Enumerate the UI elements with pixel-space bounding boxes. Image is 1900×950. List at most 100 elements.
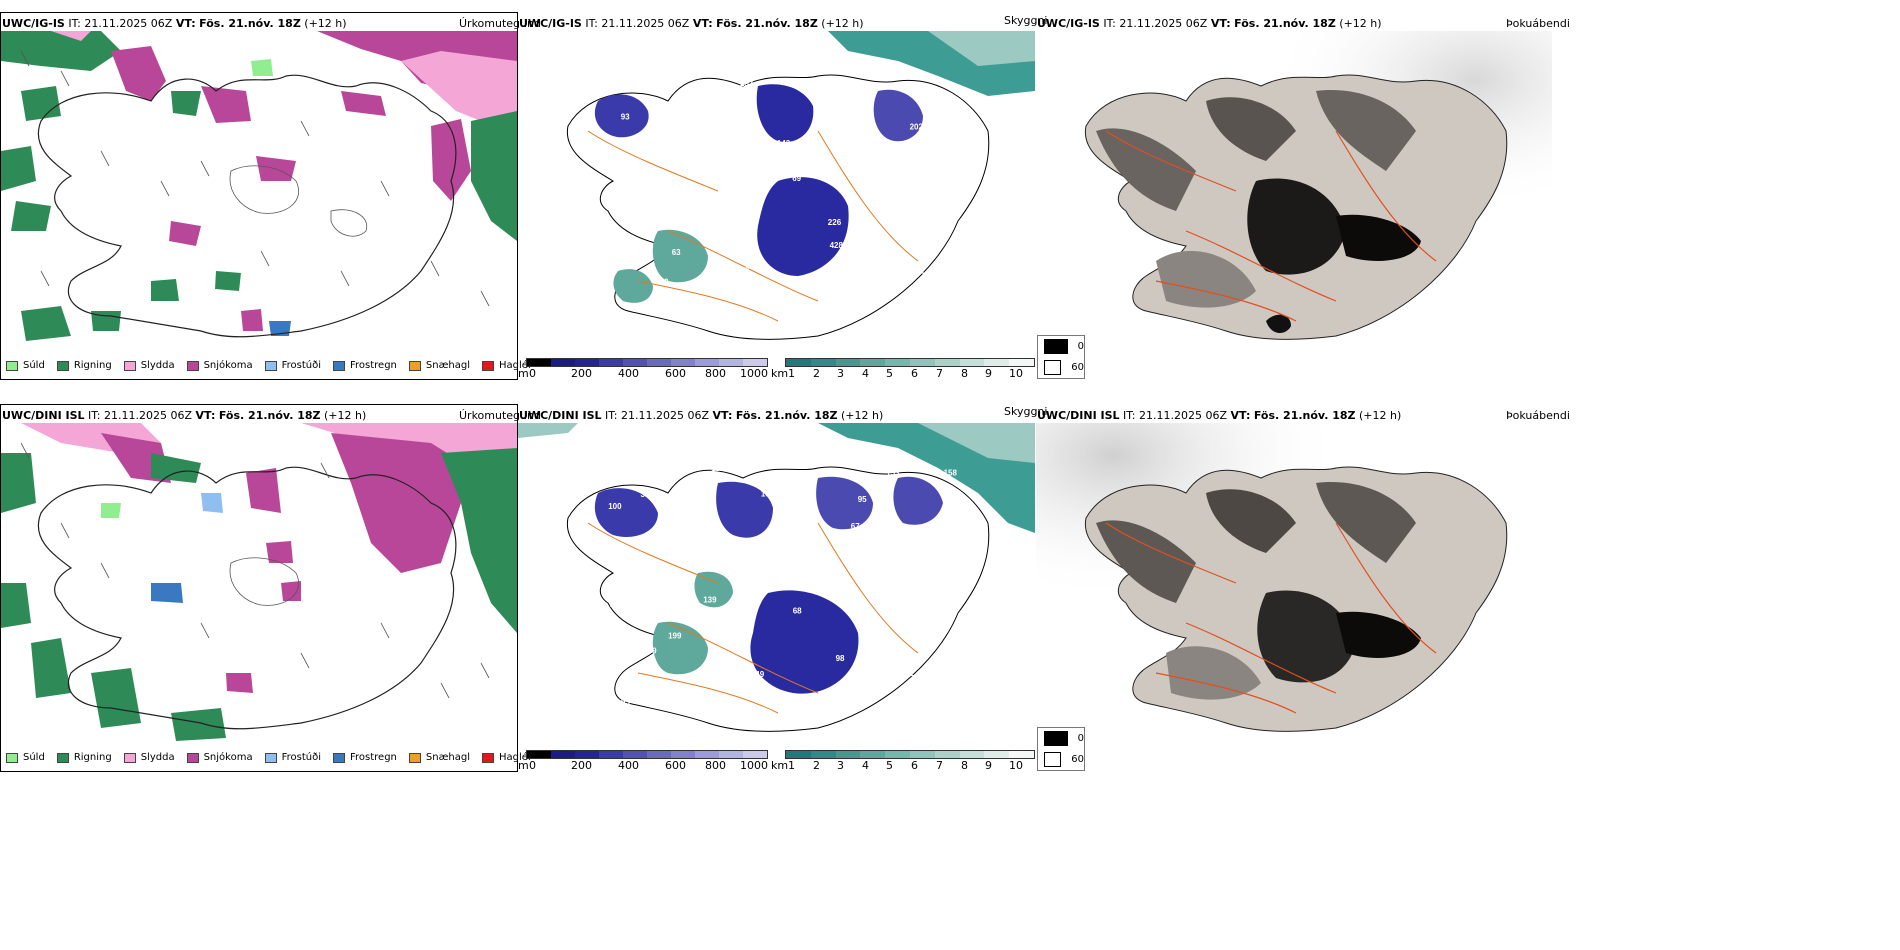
header-visibility-top: UWC/IG-IS IT: 21.11.2025 06Z VT: Fös. 21…: [519, 17, 864, 30]
elevation-strip: [526, 358, 768, 367]
colorbar-segment: [575, 751, 599, 758]
ceiling-label: 69: [851, 90, 860, 99]
legend-label: Snæhagl: [425, 360, 471, 371]
ceiling-label: 142: [777, 139, 791, 148]
colorbar-segment: [743, 751, 767, 758]
visibility-tick: 9: [985, 759, 992, 772]
ceiling-label: 158: [944, 469, 958, 478]
colorbar-segment: [934, 359, 960, 366]
colorbar-segment: [527, 751, 551, 758]
ceiling-label: 63: [672, 248, 681, 257]
legend-label: Snæhagl: [425, 752, 471, 763]
ceiling-label: 58: [748, 116, 757, 125]
colorbar-segment: [786, 359, 811, 366]
colorbar-segment: [647, 359, 671, 366]
ceiling-label: 82: [895, 299, 904, 308]
ceiling-label: 174: [867, 550, 881, 559]
elevation-unit: m: [518, 367, 529, 380]
ceiling-label: 37: [641, 490, 650, 499]
ceiling-label: 166: [730, 558, 744, 567]
lead-time: (+12 h): [840, 409, 884, 422]
colorbar-segment: [623, 359, 647, 366]
elevation-tick: 600: [665, 367, 686, 380]
visibility-unit: km: [771, 367, 789, 380]
ceiling-label: 68: [793, 607, 802, 616]
panel-title-visibility-top: Skyggni: [1004, 14, 1048, 27]
visibility-tick: 3: [837, 367, 844, 380]
legend-swatch: [264, 752, 277, 763]
colorbar-segment: [671, 751, 695, 758]
visibility-strip: [785, 358, 1035, 367]
visibility-tick: 10: [1009, 367, 1023, 380]
colorbar-segment: [551, 751, 575, 758]
vt-label: VT:: [712, 409, 733, 422]
ceiling-label: 226: [828, 218, 842, 227]
ceiling-label: 168: [651, 155, 665, 164]
ceiling-label: 428: [830, 241, 844, 250]
ceiling-label: 142: [610, 600, 624, 609]
visibility-tick: 4: [862, 367, 869, 380]
ceiling-label: 107: [603, 304, 617, 313]
legend-swatch: [6, 752, 18, 763]
elevation-tick: 200: [571, 367, 592, 380]
vt-value: Fös. 21.nóv. 18Z: [199, 17, 301, 30]
ceiling-label: 100: [608, 502, 622, 511]
visibility-tick: 3: [837, 759, 844, 772]
ceiling-label: 220: [736, 266, 750, 275]
ceiling-label: 101: [728, 194, 742, 203]
elevation-colorbar-top: m 0 200 400 600 800 1000: [518, 358, 770, 380]
vt-label: VT:: [1230, 409, 1251, 422]
ceiling-label: 144: [669, 116, 683, 125]
model-name: UWC/IG-IS: [1037, 17, 1100, 30]
elevation-unit: m: [518, 759, 529, 772]
model-name: UWC/DINI ISL: [519, 409, 602, 422]
colorbar-segment: [835, 751, 861, 758]
legend-label: Frostúði: [281, 752, 321, 763]
colorbar-segment: [984, 751, 1010, 758]
vt-value: Fös. 21.nóv. 18Z: [218, 409, 321, 422]
legend-item: Frostregn: [333, 752, 397, 763]
colorbar-segment: [695, 359, 719, 366]
ceiling-label: 82: [906, 669, 915, 678]
ceiling-label: 200: [670, 296, 684, 305]
ceiling-label: 68: [627, 250, 636, 259]
it-value: 21.11.2025 06Z: [104, 409, 193, 422]
ceiling-label: 126: [740, 166, 754, 175]
colorbar-segment: [671, 359, 695, 366]
legend-label: Súld: [23, 752, 45, 763]
ceiling-label: 67: [851, 522, 860, 531]
ceiling-label: 161: [895, 553, 909, 562]
fog-legend-row: 60: [1038, 357, 1084, 378]
fog-legend-label: 0: [1077, 341, 1084, 352]
panel-title-visibility-bottom: Skyggni: [1004, 405, 1048, 418]
colorbar-segment: [719, 359, 743, 366]
legend-swatch: [123, 752, 136, 763]
elevation-tick: 0: [529, 367, 536, 380]
lead-time: (+12 h): [1358, 409, 1402, 422]
legend-swatch: [333, 360, 345, 371]
colorbar-segment: [885, 359, 910, 366]
legend-swatch: [408, 360, 421, 371]
ceiling-label: 93: [621, 113, 630, 122]
visibility-tick: 2: [813, 759, 820, 772]
ceiling-label: 85: [897, 562, 906, 571]
legend-item: Slydda: [123, 752, 175, 763]
ceiling-label: 163: [732, 685, 746, 694]
ceiling-label: 89: [614, 649, 623, 658]
visibility-colorbar-top: km 1 2 3 4 5 6 7 8 9 10: [771, 358, 1035, 380]
ceiling-labels-top: 162 80 130 101 87 118 76 142 68 54 72 60 58 106 86 93 29…: [599, 79, 981, 322]
it-label: IT:: [1103, 17, 1116, 30]
visibility-map-top: 162 80 130 101 87 118 76 142 68 54 72 60 58 106 86 93 29…: [566, 31, 1035, 340]
legend-label: Snjókoma: [203, 752, 253, 763]
panel-title-precip-top: Úrkomutegund: [459, 17, 541, 30]
fog-legend-label: 60: [1071, 754, 1084, 765]
it-label: IT:: [68, 17, 81, 30]
header-fog-top: UWC/IG-IS IT: 21.11.2025 06Z VT: Fös. 21…: [1037, 17, 1382, 30]
colorbar-segment: [959, 751, 985, 758]
ceiling-label: 91: [780, 313, 789, 322]
header-visibility-bottom: UWC/DINI ISL IT: 21.11.2025 06Z VT: Fös.…: [519, 409, 883, 422]
visibility-tick: 5: [886, 759, 893, 772]
fog-legend-bottom: 0 60: [1037, 727, 1085, 771]
legend-swatch: [123, 360, 136, 371]
